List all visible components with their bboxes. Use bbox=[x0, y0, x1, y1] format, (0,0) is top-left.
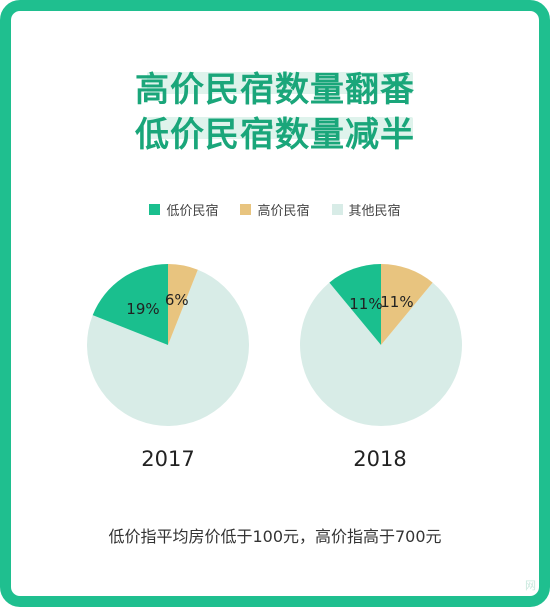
legend: 低价民宿 高价民宿 其他民宿 bbox=[0, 200, 550, 219]
title-highlight-2 bbox=[147, 117, 413, 139]
pie-2018-slice-high bbox=[381, 264, 433, 345]
year-label-2018: 2018 bbox=[353, 447, 407, 471]
year-label-2017: 2017 bbox=[141, 447, 195, 471]
legend-label-high: 高价民宿 bbox=[257, 204, 310, 219]
legend-item-high: 高价民宿 bbox=[240, 200, 310, 219]
legend-item-low: 低价民宿 bbox=[149, 200, 218, 219]
pie-2017-slice-high bbox=[168, 264, 198, 345]
legend-item-other: 其他民宿 bbox=[331, 200, 401, 219]
legend-swatch-high bbox=[240, 204, 252, 215]
pie-2017-label-low: 19% bbox=[126, 300, 159, 318]
title-highlight-1 bbox=[147, 72, 413, 94]
legend-swatch-low bbox=[149, 204, 161, 215]
title-line-2: 低价民宿数量减半 bbox=[135, 115, 415, 155]
footnote: 低价指平均房价低于100元，高价指高于700元 bbox=[108, 527, 442, 546]
pie-2018-label-high: 11% bbox=[380, 293, 413, 311]
title-line-1: 高价民宿数量翻番 bbox=[135, 70, 415, 110]
pie-2017-label-high: 6% bbox=[165, 291, 189, 309]
legend-swatch-other bbox=[331, 204, 343, 215]
legend-label-other: 其他民宿 bbox=[348, 204, 401, 219]
legend-label-low: 低价民宿 bbox=[166, 204, 219, 219]
watermark: 网 bbox=[525, 579, 536, 592]
pie-2017-slice-low bbox=[92, 264, 168, 345]
pie-2018-slice-other bbox=[300, 282, 462, 426]
pie-2018-slice-low bbox=[329, 264, 381, 345]
pie-2017-slice-other bbox=[86, 269, 249, 426]
pie-2018-label-low: 11% bbox=[349, 295, 382, 313]
